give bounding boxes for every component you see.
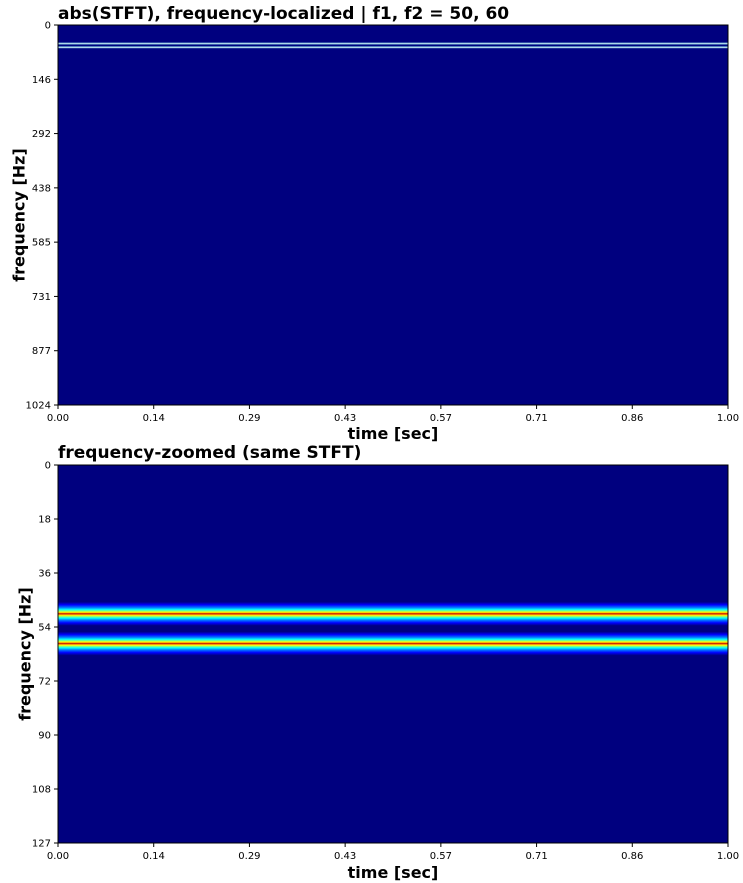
y-tick-label: 292 bbox=[32, 129, 51, 140]
x-tick-label: 0.57 bbox=[430, 851, 452, 862]
y-tick-label: 108 bbox=[32, 785, 51, 796]
x-tick-label: 0.86 bbox=[621, 851, 643, 862]
y-axis-label: frequency [Hz] bbox=[10, 148, 29, 282]
x-tick-label: 1.00 bbox=[717, 413, 739, 424]
x-tick-label: 0.14 bbox=[143, 413, 165, 424]
y-tick-label: 0 bbox=[45, 461, 51, 472]
x-tick-label: 0.14 bbox=[143, 851, 165, 862]
chart-zoomed-spectrum: 0.00 0.14 0.29 0.43 0.57 0.71 0.86 1.00 0 18 36 54 7… bbox=[16, 443, 740, 882]
y-tick-label: 127 bbox=[32, 839, 51, 850]
frequency-band-50hz bbox=[58, 42, 728, 46]
frequency-band-60hz bbox=[58, 631, 728, 656]
plot-frame bbox=[57, 24, 729, 406]
chart-title: frequency-zoomed (same STFT) bbox=[58, 443, 361, 463]
y-tick-label: 146 bbox=[32, 75, 51, 86]
x-tick-label: 0.29 bbox=[238, 413, 260, 424]
plot-frame bbox=[57, 464, 729, 844]
y-tick-label: 1024 bbox=[26, 401, 51, 412]
y-tick-label: 18 bbox=[38, 515, 51, 526]
y-tick-label: 90 bbox=[38, 731, 51, 742]
y-tick-label: 877 bbox=[32, 346, 51, 357]
y-tick-label: 36 bbox=[38, 569, 51, 580]
chart-title: abs(STFT), frequency-localized | f1, f2 … bbox=[58, 4, 509, 24]
x-tick-label: 0.00 bbox=[47, 851, 69, 862]
x-tick-label: 0.71 bbox=[525, 851, 547, 862]
y-tick-label: 438 bbox=[32, 183, 51, 194]
y-axis-label: frequency [Hz] bbox=[16, 587, 35, 721]
chart-full-spectrum: 0.00 0.14 0.29 0.43 0.57 0.71 0.86 1.00 0 146 292 4… bbox=[10, 4, 740, 443]
x-tick-label: 0.43 bbox=[334, 851, 356, 862]
x-tick-label: 0.00 bbox=[47, 413, 69, 424]
x-tick-label: 0.57 bbox=[430, 413, 452, 424]
x-tick-label: 0.43 bbox=[334, 413, 356, 424]
frequency-band-50hz bbox=[58, 601, 728, 626]
x-tick-label: 0.71 bbox=[525, 413, 547, 424]
heatmap-background bbox=[58, 25, 728, 405]
x-tick-label: 0.86 bbox=[621, 413, 643, 424]
frequency-band-60hz bbox=[58, 45, 728, 49]
x-tick-label: 1.00 bbox=[717, 851, 739, 862]
x-axis-label: time [sec] bbox=[348, 424, 439, 443]
y-tick-label: 0 bbox=[45, 21, 51, 32]
y-tick-label: 54 bbox=[38, 623, 51, 634]
y-tick-label: 731 bbox=[32, 292, 51, 303]
y-tick-label: 585 bbox=[32, 238, 51, 249]
x-axis-label: time [sec] bbox=[348, 863, 439, 882]
x-tick-label: 0.29 bbox=[238, 851, 260, 862]
y-tick-label: 72 bbox=[38, 677, 51, 688]
